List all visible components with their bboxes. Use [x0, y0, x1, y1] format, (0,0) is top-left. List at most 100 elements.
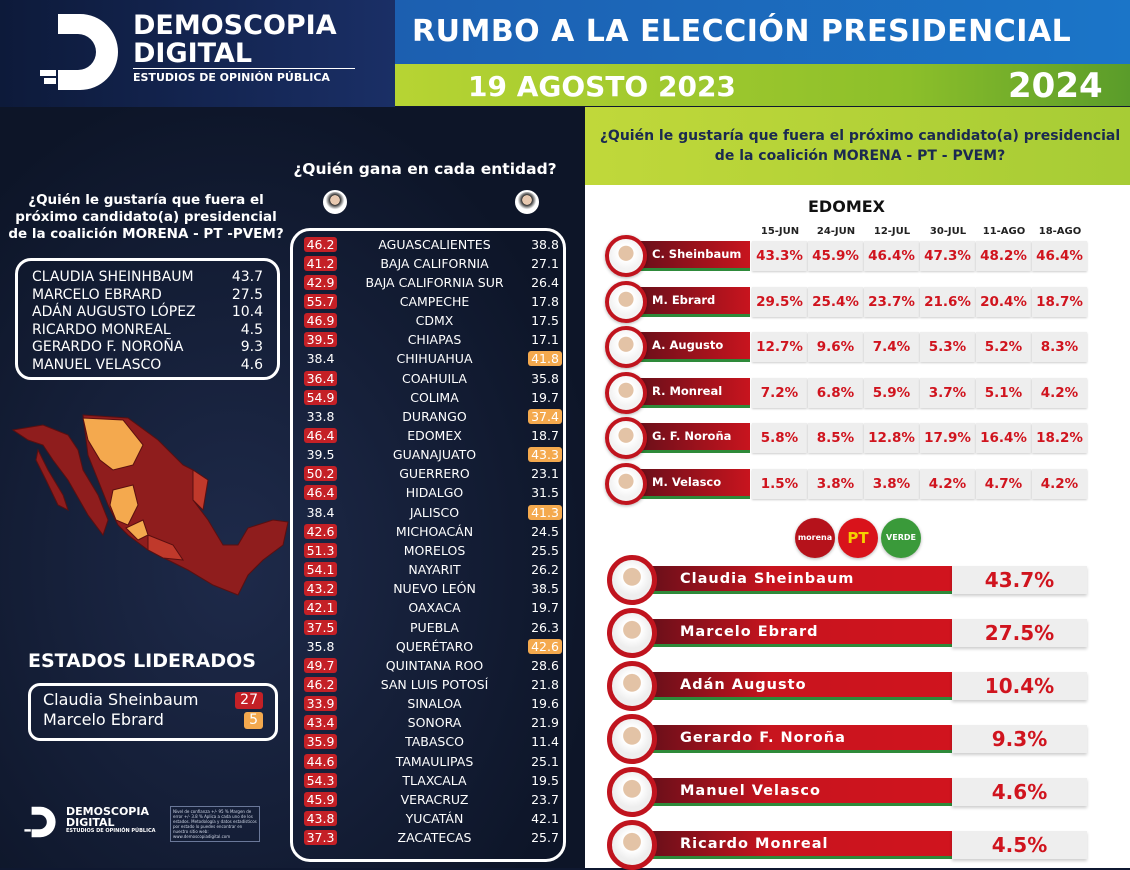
edomex-value: 7.2% [752, 377, 807, 408]
ebrard-value-cell: 18.7 [521, 428, 569, 443]
ebrard-value-cell: 23.7 [521, 792, 569, 807]
state-name: QUINTANA ROO [385, 657, 484, 673]
sheinbaum-value: 36.4 [303, 370, 338, 386]
led-count: 27 [235, 691, 263, 709]
left-question: ¿Quién le gustaría que fuera el próximo … [8, 192, 284, 242]
sheinbaum-value: 43.2 [303, 581, 338, 597]
map-states-other [147, 469, 209, 561]
state-row: 35.9 TABASCO 11.4 [293, 733, 569, 751]
sheinbaum-value-cell: 54.1 [293, 562, 348, 578]
candidate-photo [605, 371, 647, 414]
state-name: TABASCO [405, 734, 464, 750]
state-name: GUANAJUATO [392, 447, 477, 463]
state-name: NUEVO LEÓN [393, 581, 476, 597]
ebrard-value: 42.6 [528, 638, 562, 654]
sheinbaum-value: 43.4 [303, 715, 338, 731]
sheinbaum-value-cell: 39.5 [293, 332, 348, 348]
state-name: EDOMEX [407, 428, 462, 443]
candidate-value: 4.5 [240, 321, 263, 338]
edomex-row: M. Ebrard 29.5% 25.4% 23.7% 21.6% 20.4% 18.7% [605, 279, 1120, 323]
sheinbaum-value: 33.8 [306, 408, 335, 424]
sheinbaum-value: 42.6 [303, 523, 338, 539]
edomex-value: 18.7% [1032, 286, 1087, 317]
ebrard-value-cell: 21.9 [521, 715, 569, 730]
edomex-value: 18.2% [1032, 423, 1087, 454]
sheinbaum-value-cell: 36.4 [293, 370, 348, 386]
candidate-row: ADÁN AUGUSTO LÓPEZ 10.4 [32, 304, 263, 322]
candidate-name: Gerardo F. Noroña [652, 725, 952, 753]
ebrard-value-cell: 19.7 [521, 390, 569, 405]
ebrard-value: 26.4 [531, 274, 559, 290]
edomex-value: 5.1% [976, 377, 1031, 408]
state-row: 43.8 YUCATÁN 42.1 [293, 810, 569, 828]
state-name: JALISCO [409, 504, 460, 520]
ebrard-value-cell: 42.1 [521, 811, 569, 826]
party-logo-pt: PT [838, 518, 878, 558]
led-states-title: ESTADOS LIDERADOS [28, 650, 256, 672]
state-name: CHIHUAHUA [396, 351, 473, 367]
ebrard-value-cell: 38.8 [521, 237, 569, 252]
sheinbaum-value-cell: 44.6 [293, 753, 348, 769]
edomex-value: 4.2% [920, 469, 975, 499]
led-row-sheinbaum: Claudia Sheinbaum 27 [43, 690, 263, 710]
ebrard-value-cell: 38.5 [521, 581, 569, 596]
ebrard-value: 23.7 [531, 791, 559, 807]
state-name: COLIMA [410, 389, 459, 405]
ebrard-value-cell: 26.3 [521, 620, 569, 635]
ebrard-value: 43.3 [528, 447, 562, 463]
sheinbaum-value-cell: 46.4 [293, 428, 348, 443]
ebrard-value-cell: 23.1 [521, 466, 569, 481]
led-count: 5 [244, 711, 263, 729]
candidate-photo [605, 463, 647, 505]
led-name: Claudia Sheinbaum [43, 690, 199, 709]
sheinbaum-value-cell: 38.4 [293, 505, 348, 520]
edomex-value: 4.7% [976, 469, 1031, 499]
sheinbaum-value: 46.2 [303, 236, 338, 252]
national-row: Marcelo Ebrard 27.5% [607, 608, 1097, 658]
ebrard-value: 21.8 [531, 676, 559, 692]
state-name: MICHOACÁN [395, 523, 474, 539]
date-header: 24-JUN [816, 226, 856, 237]
candidate-name: ADÁN AUGUSTO LÓPEZ [32, 304, 196, 320]
sheinbaum-value-cell: 43.8 [293, 811, 348, 826]
state-row: 42.6 MICHOACÁN 24.5 [293, 522, 569, 540]
state-name: SAN LUIS POTOSÍ [380, 676, 489, 692]
sheinbaum-value: 37.3 [303, 830, 338, 846]
ebrard-value: 28.6 [531, 657, 559, 673]
edomex-value: 43.3% [752, 241, 807, 271]
ebrard-value: 19.7 [531, 389, 559, 405]
year-label: 2024 [1008, 66, 1103, 106]
edomex-value: 3.8% [864, 469, 919, 499]
candidate-name: CLAUDIA SHEINHBAUM [32, 269, 194, 285]
state-row: 36.4 COAHUILA 35.8 [293, 369, 569, 387]
candidate-name: M. Velasco [640, 469, 750, 499]
candidate-value: 9.3 [240, 339, 263, 355]
sheinbaum-value: 54.9 [303, 389, 338, 405]
state-row: 46.9 CDMX 17.5 [293, 312, 569, 330]
ebrard-value-cell: 19.5 [521, 773, 569, 788]
edomex-value: 7.4% [864, 332, 919, 363]
state-row: 42.9 BAJA CALIFORNIA SUR 26.4 [293, 273, 569, 291]
state-row: 35.8 QUERÉTARO 42.6 [293, 637, 569, 655]
edomex-value: 45.9% [808, 241, 863, 271]
state-name: PUEBLA [410, 619, 459, 635]
ebrard-value-cell: 19.7 [521, 600, 569, 615]
edomex-row: C. Sheinbaum 43.3% 45.9% 46.4% 47.3% 48.2% 46.… [605, 233, 1120, 277]
state-row: 50.2 GUERRERO 23.1 [293, 465, 569, 483]
ebrard-value: 37.4 [528, 408, 562, 424]
edomex-value: 46.4% [1032, 241, 1087, 271]
ebrard-value-cell: 17.5 [521, 313, 569, 328]
ebrard-value: 25.7 [531, 830, 559, 846]
ebrard-value: 18.7 [531, 428, 559, 443]
sheinbaum-value-cell: 55.7 [293, 293, 348, 309]
candidate-percent: 43.7% [952, 566, 1087, 594]
edomex-value: 12.7% [752, 332, 807, 363]
state-name: MORELOS [403, 542, 466, 558]
party-logo-verde: VERDE [881, 518, 921, 558]
right-question: ¿Quién le gustaría que fuera el próximo … [599, 128, 1121, 164]
edomex-value: 47.3% [920, 241, 975, 271]
candidate-name: Claudia Sheinbaum [652, 566, 952, 594]
footer-tagline: ESTUDIOS DE OPINIÓN PÚBLICA [66, 828, 156, 834]
sheinbaum-value-cell: 37.5 [293, 619, 348, 635]
sheinbaum-value-cell: 46.4 [293, 485, 348, 501]
